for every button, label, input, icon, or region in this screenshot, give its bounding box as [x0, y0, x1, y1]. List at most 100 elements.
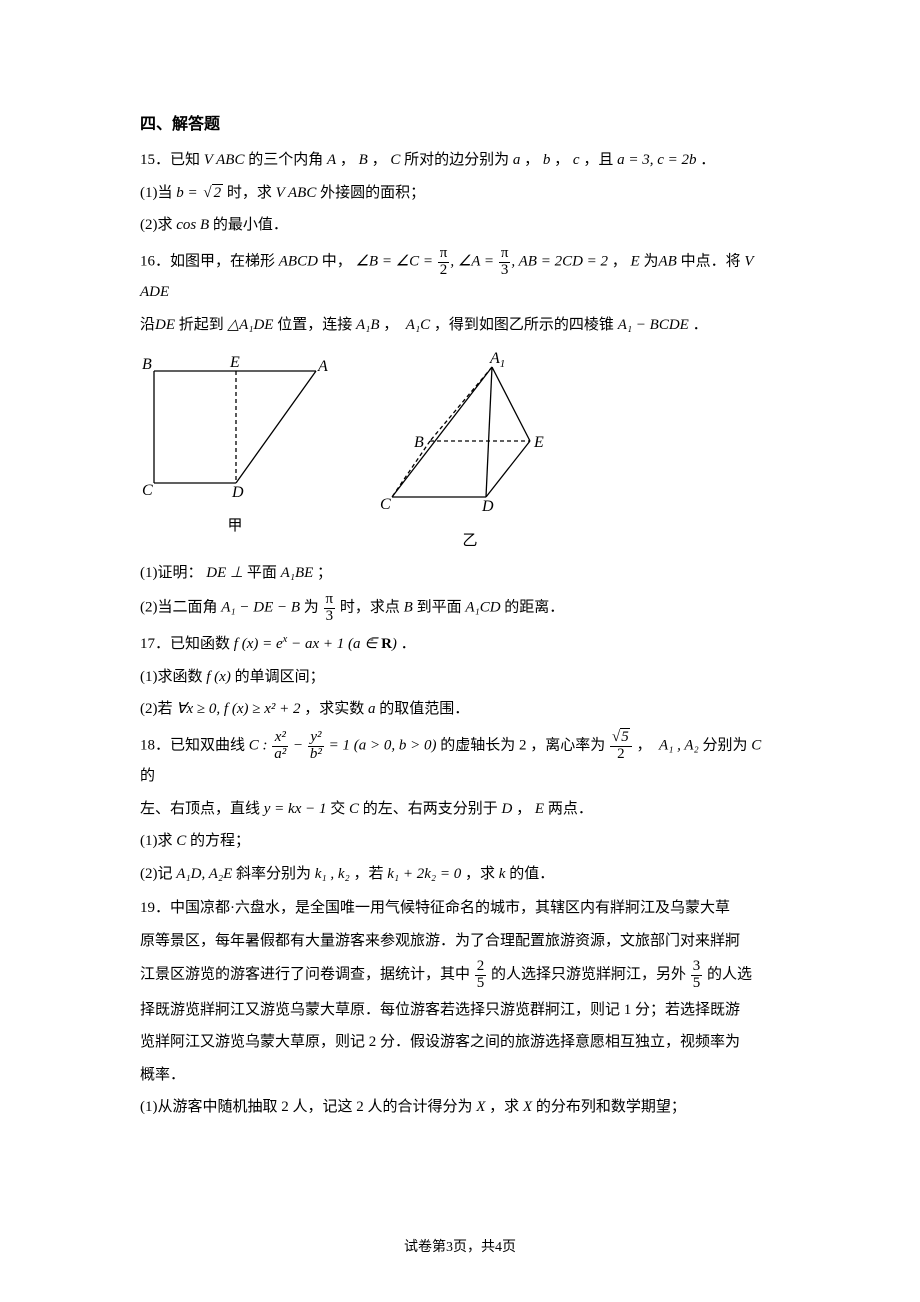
p19-line6: 概率． [140, 1061, 780, 1090]
problem-15: 15．已知 V ABC 的三个内角 A ， B ， C 所对的边分别为 a ， … [140, 146, 780, 240]
text: (2)当二面角 [140, 600, 218, 616]
text: ，求 [465, 866, 495, 882]
stamp-icon: ▪ [370, 630, 374, 651]
text: (1)求函数 [140, 669, 203, 685]
text: ； [317, 565, 332, 581]
p17-q1: (1)求函数 f (x) 的单调区间； [140, 663, 780, 692]
exam-page: 四、解答题 15．已知 V ABC 的三个内角 A ， B ， C 所对的边分别… [0, 0, 920, 1302]
pi-over-3b: π3 [324, 592, 336, 625]
problem-18: 18．已知双曲线 C : x²a² − y²b² = 1 (a > 0, b >… [140, 730, 780, 889]
ABCD: ABCD [279, 254, 318, 270]
text: 的距离． [504, 600, 564, 616]
eq1: = 1 (a > 0, b > 0) [325, 738, 437, 754]
p19-line3: 江景区游览的游客进行了问卷调查，据统计，其中 25 的人选择只游览牂牁江，另外 … [140, 959, 780, 992]
svg-text:E: E [533, 434, 544, 451]
text: 16．如图甲，在梯形 [140, 254, 275, 270]
svg-text:C: C [142, 482, 153, 499]
text: 到平面 [417, 600, 462, 616]
text: (1)从游客中随机抽取 2 人，记这 2 人的合计得分为 [140, 1099, 473, 1115]
p18-q1: (1)求 C 的方程； [140, 827, 780, 856]
A1DE: △A₁DE [228, 317, 274, 333]
text: ， [554, 152, 569, 168]
C3: C [176, 833, 186, 849]
ykx: y = kx − 1 [264, 801, 327, 817]
text: 17．已知函数 [140, 636, 230, 652]
a: a [368, 701, 376, 717]
text: 时，求 [227, 185, 272, 201]
sqrt5-2: √52 [610, 730, 632, 763]
text: ． [401, 636, 416, 652]
text: (2)求 [140, 217, 173, 233]
problem-17: 17．已知函数 f (x) = ex − ax + 1 (a ∈ R) ． ▪ … [140, 630, 780, 724]
text: 的分布列和数学期望； [536, 1099, 686, 1115]
DEperp: DE ⊥ [206, 565, 247, 581]
text: 江景区游览的游客进行了问卷调查，据统计，其中 [140, 967, 470, 983]
A1BE: A₁BE [281, 565, 314, 581]
figure-2-pyramid: A1 B E C D [370, 349, 570, 514]
text: ， [372, 152, 387, 168]
figure-2-caption: 乙 [370, 527, 570, 556]
text: 交 [330, 801, 345, 817]
text: 的人选择只游览牂牁江，另外 [491, 967, 686, 983]
text: (2)记 [140, 866, 173, 882]
text: 两点． [548, 801, 593, 817]
ab-eq: , AB = 2CD = 2 [511, 254, 608, 270]
text: 18．已知双曲线 [140, 738, 245, 754]
c: c [573, 152, 580, 168]
C-colon: C : [249, 738, 272, 754]
p18-stem2: 左、右顶点，直线 y = kx − 1 交 C 的左、右两支分别于 D ， E … [140, 795, 780, 824]
p17-stem: 17．已知函数 f (x) = ex − ax + 1 (a ∈ R) ． ▪ [140, 630, 780, 659]
pi-over-3: π3 [499, 246, 511, 279]
frac-2-5: 25 [475, 959, 487, 992]
x2a2: x²a² [272, 730, 288, 763]
p19-line4: 择既游览牂牁江又游览乌蒙大草原．每位游客若选择只游览群牁江，则记 1 分；若选择… [140, 996, 780, 1025]
DE: DE [155, 317, 175, 333]
C: C [390, 152, 400, 168]
A1CD: A₁CD [465, 600, 500, 616]
frac-3-5: 35 [691, 959, 703, 992]
page-footer: 试卷第3页，共4页 [0, 1235, 920, 1262]
cond2: ∀x ≥ 0, f (x) ≥ x² + 2 [176, 701, 300, 717]
text: ，且 [583, 152, 613, 168]
text: 的最小值． [213, 217, 288, 233]
text: ，求实数 [304, 701, 364, 717]
svg-text:B: B [414, 434, 424, 451]
E: E [535, 801, 544, 817]
text: 的虚轴长为 [440, 738, 515, 754]
problem-16: 16．如图甲，在梯形 ABCD 中， ∠B = ∠C = π2, ∠A = π3… [140, 246, 780, 625]
sqrt2: √2 [201, 179, 223, 208]
C2: C [349, 801, 359, 817]
p19-q1: (1)从游客中随机抽取 2 人，记这 2 人的合计得分为 X ，求 X 的分布列… [140, 1093, 780, 1122]
C: C [751, 738, 761, 754]
text: ， [524, 152, 539, 168]
text: ，若 [354, 866, 384, 882]
k1k2: k₁ , k₂ [315, 866, 350, 882]
text: 折起到 [179, 317, 224, 333]
text: (1)求 [140, 833, 173, 849]
p16-figures: B E A C D 甲 [140, 349, 780, 555]
text: 的左、右两支分别于 [363, 801, 498, 817]
text: 15．已知 [140, 152, 200, 168]
cond: a = 3, c = 2b [617, 152, 696, 168]
pi-over-2: π2 [438, 246, 450, 279]
A1A2: A₁ , A₂ [659, 738, 699, 754]
b: b [543, 152, 551, 168]
AB: AB [658, 254, 676, 270]
A1B: A₁B [356, 317, 380, 333]
D: D [502, 801, 513, 817]
figure-2-wrap: A1 B E C D 乙 [370, 349, 570, 555]
triangle: V ABC [276, 185, 317, 201]
triangle: V ABC [204, 152, 245, 168]
text: ． [700, 152, 715, 168]
text: ， [383, 317, 398, 333]
X2: X [523, 1099, 532, 1115]
section-title: 四、解答题 [140, 110, 780, 140]
text: 中点．将 [681, 254, 741, 270]
text: 位置，连接 [277, 317, 352, 333]
A1DA2E: A₁D, A₂E [176, 866, 232, 882]
text: 的人选 [707, 967, 752, 983]
text: ， [340, 152, 355, 168]
p18-stem1: 18．已知双曲线 C : x²a² − y²b² = 1 (a > 0, b >… [140, 730, 780, 791]
A1C: A₁C [406, 317, 430, 333]
text: ， [637, 738, 652, 754]
